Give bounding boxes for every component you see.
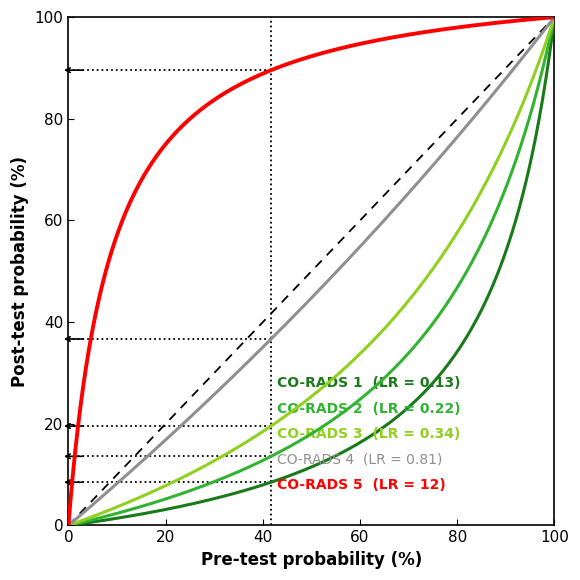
Text: CO-RADS 5  (LR = 12): CO-RADS 5 (LR = 12) (277, 478, 446, 492)
Text: CO-RADS 3  (LR = 0.34): CO-RADS 3 (LR = 0.34) (277, 427, 461, 441)
Text: CO-RADS 2  (LR = 0.22): CO-RADS 2 (LR = 0.22) (277, 401, 461, 415)
X-axis label: Pre-test probability (%): Pre-test probability (%) (201, 551, 422, 569)
Text: CO-RADS 4  (LR = 0.81): CO-RADS 4 (LR = 0.81) (277, 452, 443, 466)
Text: CO-RADS 1  (LR = 0.13): CO-RADS 1 (LR = 0.13) (277, 376, 461, 390)
Y-axis label: Post-test probability (%): Post-test probability (%) (11, 156, 29, 387)
